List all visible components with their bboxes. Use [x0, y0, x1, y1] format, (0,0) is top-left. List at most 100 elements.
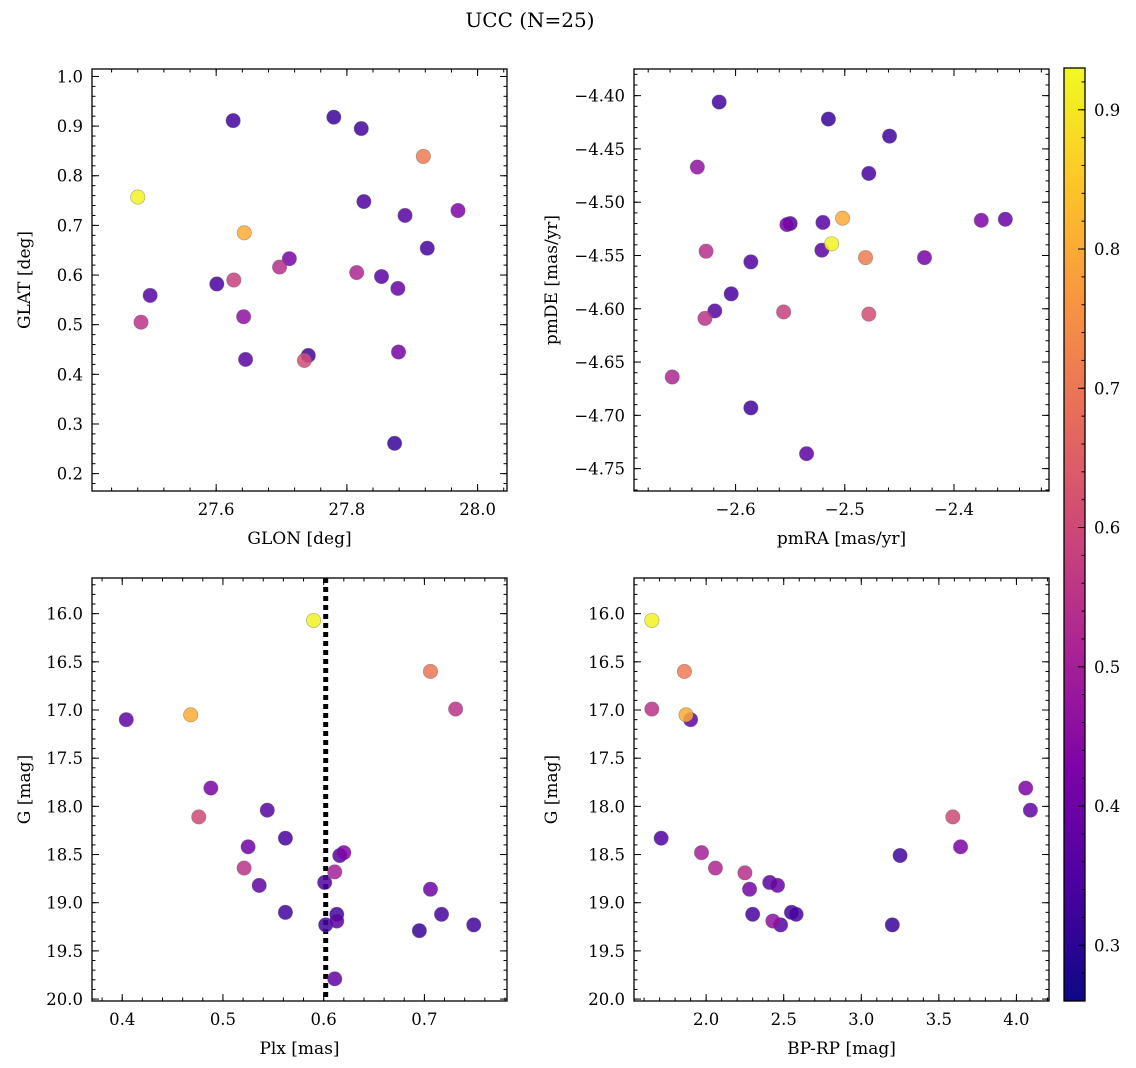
scatter-point [997, 211, 1013, 227]
y-tick-label: −4.60 [574, 300, 625, 319]
x-tick-label: 3.5 [926, 1010, 952, 1029]
scatter-point [743, 254, 759, 270]
x-tick-label: −2.5 [825, 500, 865, 519]
y-tick-label: −4.45 [574, 140, 625, 159]
y-tick-label: −4.70 [574, 406, 625, 425]
scatter-point [799, 446, 815, 462]
x-tick-label: 27.6 [198, 500, 235, 519]
scatter-point [945, 809, 961, 825]
colorbar-gradient [1064, 68, 1085, 1001]
scatter-point [707, 303, 723, 319]
y-tick-label: 20.0 [46, 990, 83, 1009]
scatter-point [142, 287, 158, 303]
panel-pmra-pmde: −2.6 −2.5 −2.4 −4.75 −4.70 −4.65 −4.60 −4.55 −4.… [542, 68, 1050, 549]
scatter-point [373, 268, 390, 285]
scatter-point [118, 712, 134, 728]
scatter-point [824, 236, 840, 252]
plot-frame [633, 68, 1050, 492]
scatter-point [737, 865, 753, 881]
scatter-point [788, 906, 804, 922]
scatter-point [676, 663, 692, 680]
y-tick-label: 16.5 [588, 653, 625, 672]
scatter-point [133, 314, 149, 330]
y-tick-label: 20.0 [588, 990, 625, 1009]
x-tick-label: 4.0 [1003, 1010, 1029, 1029]
y-tick-label: 18.0 [46, 797, 83, 816]
scatter-point [353, 121, 369, 137]
x-tick-label: −2.4 [934, 500, 974, 519]
scatter-point [861, 306, 877, 322]
scatter-point [743, 400, 759, 416]
scatter-point [693, 845, 710, 861]
colorbar-tick-label: 0.8 [1094, 240, 1120, 259]
colorbar-tick-label: 0.4 [1094, 797, 1120, 816]
colorbar-tick-label: 0.9 [1094, 101, 1120, 120]
scatter-point [411, 923, 427, 939]
y-tick-label: 1.0 [57, 67, 83, 86]
scatter-point [916, 250, 933, 266]
scatter-point [327, 864, 343, 880]
scatter-point [272, 259, 288, 275]
panels: 27.6 27.8 28.0 0.2 0.3 0.4 0.5 0.6 0.7 0.8 0.9 1.0 G… [15, 67, 1050, 1059]
y-tick-label: 0.4 [57, 365, 83, 384]
scatter-point [953, 839, 969, 855]
scatter-point [356, 194, 372, 210]
scatter-point [415, 148, 431, 164]
scatter-point [820, 111, 836, 127]
y-axis-label: G [mag] [15, 755, 35, 824]
scatter-point [236, 309, 252, 325]
y-tick-label: 17.5 [46, 749, 83, 768]
scatter-point [130, 189, 146, 205]
scatter-point [745, 906, 761, 922]
colorbar: 0.3 0.4 0.5 0.6 0.7 0.8 0.9 [1063, 67, 1120, 1002]
x-tick-label: 0.6 [311, 1010, 337, 1029]
scatter-point [1022, 802, 1038, 818]
scatter-point [882, 128, 898, 144]
scatter-point [390, 344, 407, 360]
y-tick-label: −4.50 [574, 193, 625, 212]
y-tick-label: 17.0 [46, 701, 83, 720]
y-tick-label: 18.5 [46, 846, 83, 865]
scatter-point [742, 881, 758, 897]
scatter-point [422, 881, 438, 897]
y-tick-label: 0.9 [57, 117, 83, 136]
scatter-point [861, 165, 877, 181]
y-axis-label: G [mag] [542, 755, 562, 824]
colorbar-tick-label: 0.5 [1094, 658, 1120, 677]
y-tick-label: 0.3 [57, 415, 83, 434]
scatter-point [327, 971, 343, 987]
scatter-point [317, 874, 333, 891]
y-axis-label: GLAT [deg] [15, 231, 35, 329]
plot-frame [633, 577, 1050, 1002]
scatter-point [251, 877, 267, 893]
scatter-point [973, 212, 989, 228]
x-tick-label: 2.5 [771, 1010, 797, 1029]
scatter-point [707, 860, 723, 876]
y-tick-label: 17.0 [588, 701, 625, 720]
x-tick-label: 28.0 [459, 500, 496, 519]
scatter-point [387, 435, 403, 451]
colorbar-tick-label: 0.3 [1094, 936, 1120, 955]
y-tick-label: 19.0 [46, 894, 83, 913]
y-tick-label: 16.0 [46, 605, 83, 624]
scatter-point [209, 276, 225, 292]
scatter-point [390, 280, 406, 296]
y-axis-label: pmDE [mas/yr] [542, 215, 562, 345]
x-axis-label: BP-RP [mag] [787, 1039, 896, 1059]
y-tick-label: 18.0 [588, 797, 625, 816]
plot-frame [91, 68, 508, 492]
y-tick-label: 0.5 [57, 316, 83, 335]
scatter-point [815, 214, 831, 231]
y-tick-label: −4.40 [574, 87, 625, 106]
scatter-point [240, 839, 256, 855]
scatter-point [697, 310, 713, 326]
scatter-point [776, 304, 792, 320]
y-tick-label: 0.2 [57, 465, 83, 484]
scatter-point [225, 113, 241, 129]
y-tick-label: 16.5 [46, 653, 83, 672]
scatter-point [664, 369, 680, 385]
scatter-point [448, 701, 464, 717]
scatter-point [191, 809, 207, 825]
x-tick-label: −2.6 [716, 500, 756, 519]
